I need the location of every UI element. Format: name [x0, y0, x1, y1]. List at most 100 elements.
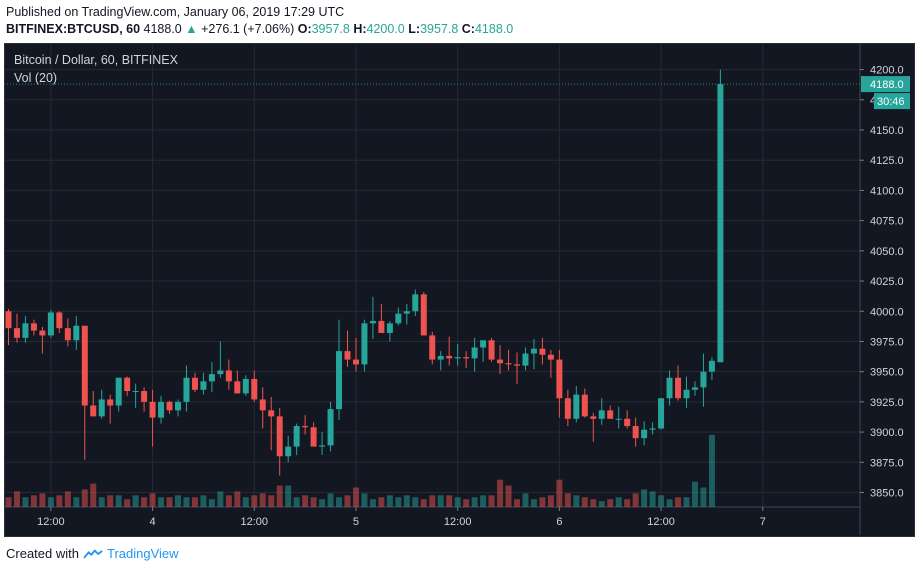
- volume-bar: [514, 499, 520, 507]
- volume-bar: [124, 499, 131, 507]
- price-tick-label: 3950.0: [870, 367, 904, 379]
- volume-bar: [454, 497, 461, 507]
- volume-bar: [276, 485, 283, 507]
- candle-body: [708, 360, 715, 372]
- volume-indicator-label: Vol (20): [14, 71, 57, 85]
- volume-bar: [344, 495, 351, 507]
- candle-body: [556, 359, 563, 399]
- volume-bar: [649, 491, 656, 507]
- candle-body: [64, 328, 71, 341]
- candle-body: [30, 323, 37, 331]
- volume-bar: [285, 485, 292, 507]
- candle-body: [56, 312, 63, 329]
- volume-bar: [437, 495, 444, 507]
- candle-body: [632, 426, 639, 439]
- candle-body: [259, 399, 266, 411]
- volume-bar: [149, 493, 156, 507]
- price-tick-label: 4125.0: [870, 155, 904, 167]
- candle-body: [564, 398, 571, 419]
- candle-body: [691, 387, 698, 390]
- price-tick-label: 3875.0: [870, 457, 904, 469]
- volume-bar: [115, 495, 122, 507]
- candle-body: [285, 446, 292, 457]
- price-tick-label: 3850.0: [870, 488, 904, 500]
- candle-body: [497, 359, 504, 364]
- volume-bar: [530, 499, 537, 507]
- candle-body: [141, 391, 148, 402]
- close-value: 4188.0: [474, 22, 514, 36]
- candle-body: [369, 320, 376, 324]
- volume-bar: [81, 489, 88, 507]
- candle-body: [47, 312, 54, 336]
- volume-bar: [581, 497, 588, 507]
- candle-body: [149, 401, 156, 418]
- volume-bar: [700, 487, 707, 507]
- candle-body: [39, 330, 46, 336]
- candle-body: [412, 294, 419, 312]
- volume-bar: [497, 479, 504, 507]
- candle-body: [683, 389, 690, 399]
- volume-bar: [573, 495, 580, 507]
- candlestick-chart[interactable]: 4200.04175.04150.04125.04100.04075.04050…: [4, 43, 913, 535]
- time-tick-label: 4: [150, 516, 156, 528]
- candle-body: [420, 294, 427, 336]
- candle-body: [302, 426, 309, 428]
- price-tick-label: 3925.0: [870, 397, 904, 409]
- time-tick-label: 12:00: [241, 516, 269, 528]
- volume-bar: [607, 499, 614, 507]
- volume-bar: [64, 491, 71, 507]
- candle-body: [175, 401, 181, 411]
- candle-body: [361, 323, 368, 365]
- volume-bar: [395, 497, 402, 507]
- price-tick-label: 4100.0: [870, 185, 904, 197]
- tradingview-brand[interactable]: TradingView: [106, 546, 179, 561]
- candle-body: [590, 416, 597, 419]
- price-tick-label: 4200.0: [870, 65, 904, 77]
- volume-bar: [666, 499, 673, 507]
- candle-body: [352, 359, 359, 365]
- candle-body: [327, 409, 334, 446]
- candle-body: [598, 410, 605, 419]
- volume-bar: [183, 497, 190, 507]
- candle-body: [293, 426, 300, 447]
- volume-bar: [98, 497, 105, 507]
- candle-body: [641, 429, 648, 439]
- candle-body: [191, 377, 198, 390]
- candle-body: [200, 381, 207, 390]
- volume-bar: [141, 497, 148, 507]
- volume-bar: [632, 493, 639, 507]
- volume-bar: [378, 497, 385, 507]
- high-label: H:: [353, 22, 367, 36]
- time-tick-label: 6: [556, 516, 562, 528]
- open-value: 3957.8: [311, 22, 350, 36]
- volume-bar: [30, 495, 37, 507]
- published-caption: Published on TradingView.com, January 06…: [6, 5, 345, 19]
- volume-bar: [310, 497, 317, 507]
- countdown-box: [874, 93, 910, 110]
- candle-body: [183, 377, 190, 402]
- volume-bar: [683, 497, 690, 507]
- candle-body: [13, 328, 20, 338]
- candle-body: [471, 347, 478, 359]
- price-tick-label: 4050.0: [870, 246, 904, 258]
- volume-bar: [234, 491, 241, 507]
- volume-bar: [471, 497, 478, 507]
- candle-body: [208, 374, 215, 382]
- candle-body: [666, 377, 673, 399]
- candle-body: [700, 371, 707, 388]
- volume-bar: [624, 499, 631, 507]
- candle-body: [336, 351, 343, 410]
- chart-title: Bitcoin / Dollar, 60, BITFINEX: [14, 53, 179, 67]
- price-tick-label: 3900.0: [870, 427, 904, 439]
- volume-bar: [191, 497, 198, 507]
- candle-body: [158, 401, 165, 418]
- volume-bar: [166, 497, 173, 507]
- candle-body: [378, 320, 385, 333]
- volume-bar: [352, 487, 359, 507]
- volume-bar: [90, 483, 97, 507]
- volume-bar: [158, 497, 165, 507]
- price-change: +276.1 (+7.06%): [201, 22, 295, 36]
- low-label: L:: [408, 22, 421, 36]
- volume-bar: [208, 499, 215, 507]
- volume-bar: [22, 497, 29, 507]
